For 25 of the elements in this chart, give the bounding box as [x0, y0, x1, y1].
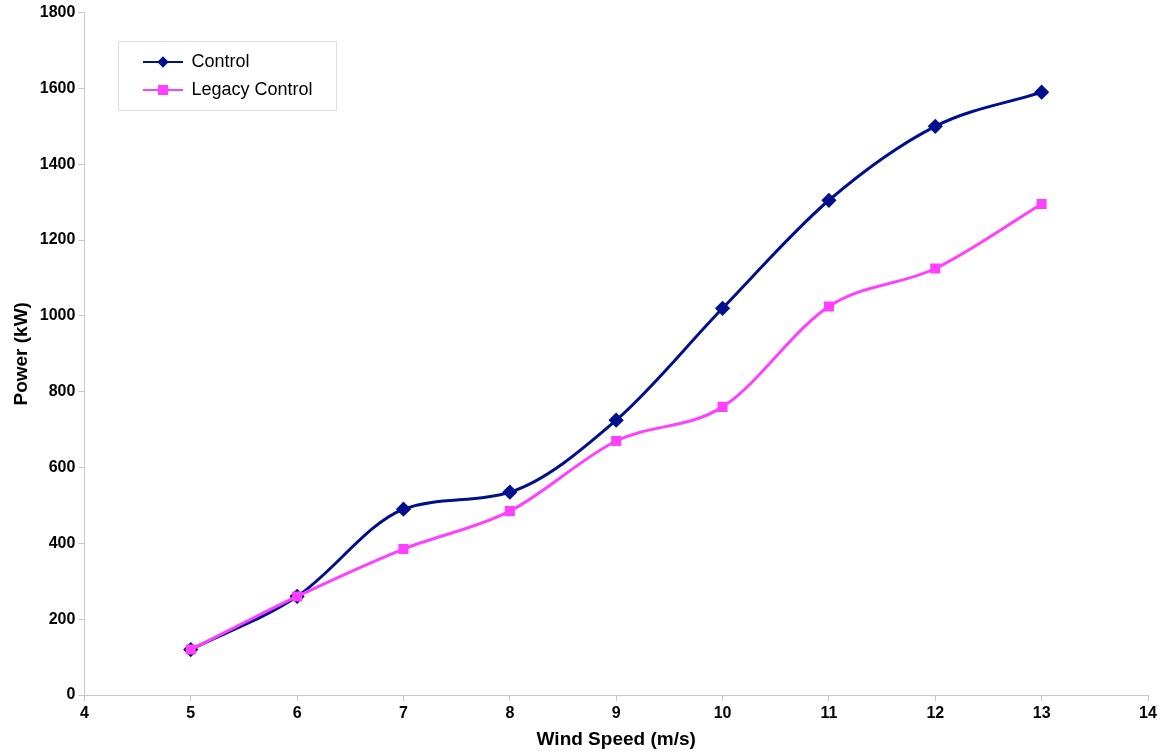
- x-tick-label: 6: [292, 704, 302, 722]
- y-tick-label: 600: [48, 457, 76, 475]
- x-tick-label: 12: [926, 704, 945, 722]
- y-axis-title: Power (kW): [9, 302, 31, 406]
- x-tick-label: 8: [505, 704, 515, 722]
- y-tick-label: 1400: [39, 154, 76, 172]
- legend-label: Legacy Control: [191, 79, 313, 101]
- x-tick-label: 7: [399, 704, 409, 722]
- x-tick-label: 9: [611, 704, 621, 722]
- x-tick-label: 5: [186, 704, 196, 722]
- x-tick-label: 14: [1139, 704, 1157, 722]
- x-tick-label: 10: [713, 704, 732, 722]
- y-tick-label: 1200: [39, 230, 76, 248]
- y-tick-label: 800: [48, 382, 76, 400]
- y-tick-label: 0: [66, 685, 76, 703]
- x-axis-title: Wind Speed (m/s): [536, 727, 696, 749]
- y-tick-label: 1000: [39, 306, 76, 324]
- y-tick-label: 400: [48, 533, 76, 551]
- legend-label: Control: [191, 51, 250, 73]
- x-tick-label: 11: [820, 704, 838, 722]
- y-tick-label: 1800: [39, 3, 76, 21]
- y-tick-label: 1600: [39, 78, 76, 96]
- y-tick-label: 200: [48, 609, 76, 627]
- x-tick-label: 4: [79, 704, 89, 722]
- x-tick-label: 13: [1032, 704, 1051, 722]
